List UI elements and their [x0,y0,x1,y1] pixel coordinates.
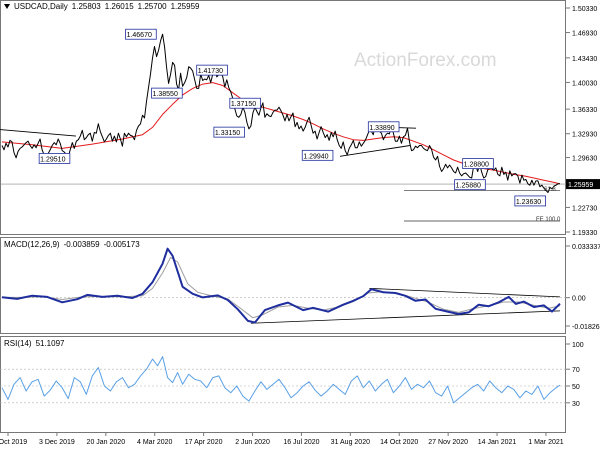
rsi-header: RSI(14) 51.1097 [4,339,68,348]
trendline [0,129,77,137]
price-axis-label: 1.19330 [572,230,597,237]
price-axis-label: 1.29630 [572,156,597,163]
price-level-box [462,158,494,169]
price-level-label: 1.33150 [215,130,240,137]
price-panel-frame [0,0,566,235]
x-axis-label: 3 Dec 2019 [39,439,75,446]
trendline [339,145,411,157]
x-axis-label: 2 Jun 2020 [235,439,270,446]
x-axis-label: 1 Mar 2021 [528,439,564,446]
price-header: USDCAD,Daily 1.25803 1.26015 1.25700 1.25959 [4,2,203,11]
price-level-label: 1.37150 [231,101,256,108]
x-axis-label: 4 Mar 2020 [137,439,173,446]
x-axis-label: 17 Apr 2020 [185,439,223,446]
price-level-label: 1.29510 [40,156,65,163]
price-level-box [151,87,183,99]
price-level-box [454,179,486,191]
close-value: 1.25959 [170,2,200,11]
price-axis-label: 1.32930 [572,132,597,139]
fib-61-8-label: 61.8 [544,187,556,193]
macd-line [1,247,561,324]
rsi-label: RSI(14) [4,339,32,348]
low-value: 1.25700 [137,2,167,11]
price-level-box [367,121,400,133]
series-layer [1,33,561,404]
price-level-box [301,149,334,161]
price-axis-label: 1.50330 [572,6,597,13]
price-axis-label: 1.43430 [572,56,597,63]
price-level-label: 1.41730 [198,68,223,75]
rsi-axis-label: 70 [572,367,580,374]
watermark: ActionForex.com [354,50,497,71]
macd-value-1: -0.003859 [63,240,100,249]
rsi-axis-label: 50 [572,384,580,391]
price-level-label: 1.29940 [303,153,328,160]
price-level-label: 1.38550 [153,91,178,98]
price-axis-label: 1.40030 [572,80,597,87]
macd-axis-label: 0.033337 [572,244,600,251]
rsi-line [1,356,561,404]
macd-header: MACD(12,26,9) -0.003859 -0.005173 [4,240,144,249]
price-level-box [514,195,546,207]
symbol-label: USDCAD,Daily [14,2,68,11]
current-price-label: 1.25959 [568,182,593,189]
price-level-box [196,64,228,76]
price-level-label: 1.46670 [127,32,152,39]
price-axis-label: 1.22730 [572,205,597,212]
macd-label: MACD(12,26,9) [4,240,60,249]
open-value: 1.25803 [71,2,101,11]
price-level-label: 1.33890 [369,125,394,132]
fib-100-label: FE 100.0 [536,217,561,223]
price-level-label: 1.23630 [516,199,541,206]
price-level-box [38,153,71,164]
rsi-panel-frame [0,336,566,433]
price-axis-label: 1.46930 [572,31,597,38]
macd-signal-line [2,256,561,319]
collapse-triangle-icon[interactable] [4,4,10,10]
x-axis-label: 31 Aug 2020 [331,439,370,446]
high-value: 1.26015 [104,2,134,11]
rsi-value-1: 51.1097 [35,339,65,348]
macd-trendline [250,310,561,324]
macd-panel-frame [0,237,566,334]
price-level-box [229,97,261,109]
x-axis-label: 20 Jan 2020 [87,439,126,446]
axis-layer: 1.50330 1.46930 1.43430 1.40030 1.36330 1.329… [0,6,600,446]
price-level-label: 1.28800 [464,162,489,169]
x-axis-label: 14 Oct 2020 [380,439,418,446]
rsi-axis-label: 100 [572,342,584,349]
macd-trendline [369,287,561,298]
price-level-label: 1.25880 [456,183,481,190]
current-price-tag [566,179,600,190]
macd-axis-label: -0.018262 [572,324,600,331]
x-axis-label: 18 Oct 2019 [0,439,27,446]
price-level-box [125,28,157,40]
x-axis-label: 16 Jul 2020 [283,439,319,446]
macd-axis-label: 0.00 [572,296,586,303]
x-axis-label: 14 Jan 2021 [478,439,517,446]
price-line [1,33,560,193]
x-axis-label: 27 Nov 2020 [428,439,468,446]
macd-value-2: -0.005173 [103,240,140,249]
rsi-axis-label: 30 [572,401,580,408]
price-level-box [213,126,245,138]
price-axis-label: 1.36330 [572,107,597,114]
